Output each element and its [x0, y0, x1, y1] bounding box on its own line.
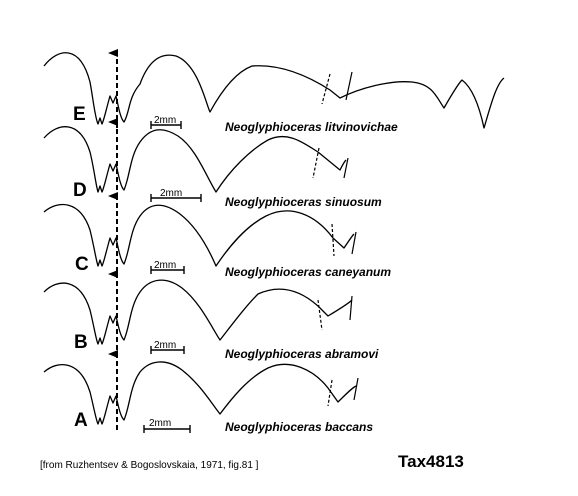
suture-line-e: [44, 53, 504, 128]
panel-e: E 2mm Neoglyphioceras litvinovichae: [44, 53, 504, 134]
species-name-b: Neoglyphioceras abramovi: [225, 347, 379, 361]
panel-a: A 2mm Neoglyphioceras baccans: [44, 354, 373, 434]
umbilical-seam-solid-e: [346, 72, 352, 100]
panel-d: D 2mm Neoglyphioceras sinuosum: [44, 122, 382, 209]
species-name-e: Neoglyphioceras litvinovichae: [225, 120, 398, 134]
suture-line-d: [44, 127, 346, 192]
umbilical-seam-dashed-b: [318, 300, 322, 330]
scale-label-a: 2mm: [149, 418, 171, 429]
suture-line-b: [44, 280, 352, 344]
panel-b: B 2mm Neoglyphioceras abramovi: [44, 274, 379, 361]
taxon-id: Tax4813: [398, 452, 464, 471]
suture-line-a: [44, 362, 356, 424]
umbilical-seam-dashed-c: [332, 224, 334, 256]
panel-letter-b: B: [74, 332, 88, 353]
species-name-c: Neoglyphioceras caneyanum: [225, 265, 391, 279]
panel-letter-c: C: [75, 254, 89, 275]
species-name-a: Neoglyphioceras baccans: [225, 420, 373, 434]
suture-line-c: [44, 205, 354, 266]
species-name-d: Neoglyphioceras sinuosum: [225, 195, 382, 209]
panel-letter-e: E: [73, 104, 86, 125]
umbilical-seam-solid-b: [350, 296, 352, 320]
panel-letter-a: A: [74, 410, 88, 431]
panel-letter-d: D: [73, 180, 87, 201]
umbilical-seam-solid-a: [354, 378, 358, 400]
citation: [from Ruzhentsev & Bogoslovskaia, 1971, …: [40, 460, 259, 471]
